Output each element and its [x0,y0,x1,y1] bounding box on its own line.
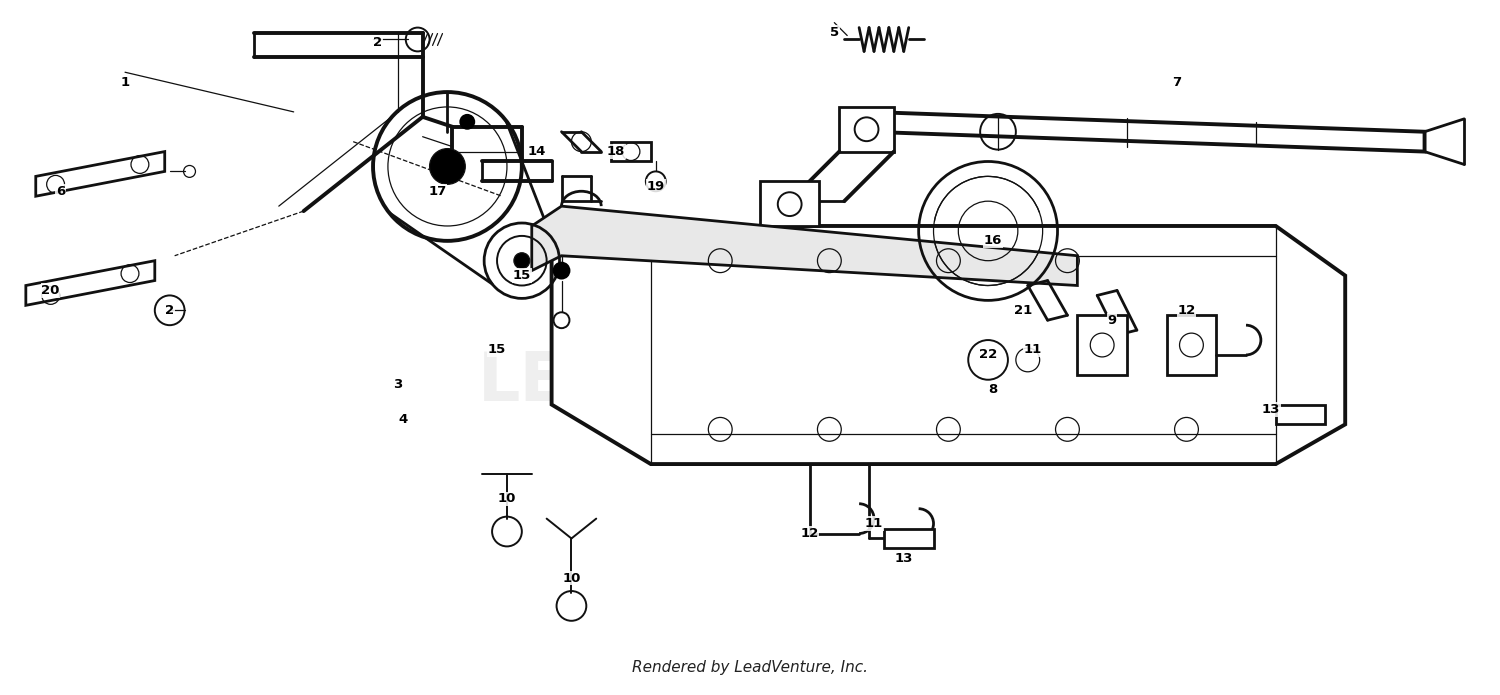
Text: 18: 18 [608,145,625,158]
Text: Rendered by LeadVenture, Inc.: Rendered by LeadVenture, Inc. [632,660,868,675]
Text: 19: 19 [646,180,664,193]
Text: 1: 1 [120,76,129,89]
Polygon shape [552,226,1346,464]
Circle shape [514,253,529,269]
Polygon shape [26,261,154,305]
Text: 10: 10 [562,572,580,584]
Polygon shape [532,206,1077,286]
Polygon shape [610,142,651,161]
Text: 5: 5 [830,26,839,39]
Circle shape [552,262,570,279]
Text: 11: 11 [1023,343,1042,357]
Text: 17: 17 [429,185,447,198]
Circle shape [429,149,465,184]
Text: 4: 4 [398,413,408,426]
Text: 11: 11 [865,517,883,530]
Text: 9: 9 [1107,313,1116,327]
Polygon shape [760,181,819,226]
Text: 20: 20 [42,284,60,297]
Polygon shape [1077,316,1126,375]
Polygon shape [840,107,894,152]
Polygon shape [1167,316,1216,375]
Polygon shape [868,112,1425,152]
Text: 15: 15 [488,343,506,357]
Text: 15: 15 [513,269,531,282]
Text: 22: 22 [980,348,998,361]
Text: 13: 13 [894,552,914,565]
Text: 16: 16 [984,234,1002,247]
Polygon shape [36,152,165,196]
Text: 7: 7 [1172,76,1180,89]
Text: 12: 12 [801,527,819,540]
Text: 8: 8 [988,383,998,396]
Polygon shape [884,528,933,548]
Text: 2: 2 [165,304,174,317]
Text: 12: 12 [1178,304,1196,317]
Text: 14: 14 [528,145,546,158]
Polygon shape [1276,404,1326,425]
Text: 6: 6 [56,185,64,198]
Text: 2: 2 [374,36,382,49]
Text: 21: 21 [1014,304,1032,317]
Text: 10: 10 [498,492,516,505]
Circle shape [459,114,476,130]
Text: LEADVENTURE: LEADVENTURE [478,349,1022,415]
Text: 13: 13 [1262,403,1280,416]
Text: 3: 3 [393,378,402,391]
